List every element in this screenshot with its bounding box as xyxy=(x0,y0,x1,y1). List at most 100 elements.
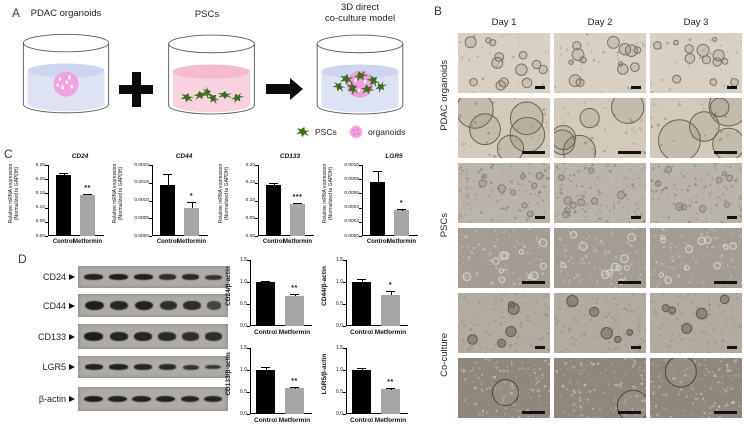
blot-strip-cd24 xyxy=(78,266,228,288)
micrograph-pdac-organoids-day3 xyxy=(650,98,742,158)
error-bar xyxy=(397,209,406,211)
micrograph-pscs-day3 xyxy=(650,163,742,223)
y-tick-label: 1.0 xyxy=(336,278,343,285)
y-tick-mark xyxy=(359,207,362,209)
chart-protein-cd24: CD24/β-actin 0.0 0.5 1.0 1.5 Control ** Metform… xyxy=(222,252,324,340)
blot-band xyxy=(84,364,103,370)
micrograph-co-culture-day3 xyxy=(650,358,742,418)
blot-band xyxy=(109,332,128,341)
scale-bar xyxy=(618,281,641,284)
blot-strip-bactin xyxy=(78,387,228,411)
y-tick-mark xyxy=(149,165,152,166)
y-tick-mark xyxy=(359,179,362,181)
blot-band xyxy=(207,301,222,310)
y-tick-mark xyxy=(247,282,250,283)
bar-control xyxy=(266,184,281,236)
blot-label-cd133: CD133 xyxy=(37,331,66,342)
y-tick-mark xyxy=(247,392,250,393)
legend-pscs-label: PSCs xyxy=(315,127,337,137)
y-tick-label: 0.0010 xyxy=(134,198,149,203)
y-tick-label: 0.15 xyxy=(245,180,255,186)
panel-a-label: A xyxy=(12,6,21,20)
blot-band xyxy=(156,395,175,403)
blot-band xyxy=(134,364,153,370)
scale-bar xyxy=(522,281,545,284)
blot-strip-cd133 xyxy=(78,324,228,349)
blot-band xyxy=(84,274,103,280)
chart-title: CD133 xyxy=(279,153,301,160)
y-tick-label: 0.0008 xyxy=(344,176,359,182)
y-tick-label: 0.20 xyxy=(35,176,45,182)
row-label-coculture: Co-culture xyxy=(438,333,450,377)
plot-area xyxy=(250,260,312,326)
y-tick-label: 0.0 xyxy=(336,410,343,417)
y-tick-label: 0.0 xyxy=(240,410,247,417)
y-tick-mark xyxy=(343,370,346,371)
bar-control xyxy=(256,282,275,326)
y-tick-mark xyxy=(359,236,362,237)
y-tick-mark xyxy=(343,282,346,283)
blot-band xyxy=(204,395,223,403)
scale-bar xyxy=(631,346,641,349)
plus-icon xyxy=(119,72,154,107)
bar-control xyxy=(352,370,371,414)
y-tick-label: 0.0 xyxy=(240,322,247,329)
bar-metformin xyxy=(285,296,304,326)
bar-metformin xyxy=(80,194,95,236)
scale-bar xyxy=(727,216,737,219)
panel-d-label: D xyxy=(18,252,27,266)
y-tick-label: 0.0015 xyxy=(134,180,149,186)
blot-strip-cd44 xyxy=(78,294,228,317)
plot-area xyxy=(250,348,312,414)
x-tick-label-metformin: Metformin xyxy=(387,239,416,245)
x-tick-label-control: Control xyxy=(156,239,179,245)
blot-band xyxy=(84,300,104,311)
bar-metformin xyxy=(381,294,400,326)
column-header-day2: Day 2 xyxy=(587,17,613,28)
y-tick-label: 0.10 xyxy=(245,198,255,203)
y-tick-label: 0.05 xyxy=(245,215,255,221)
micrograph-pdac-organoids-day2 xyxy=(554,33,646,93)
micrograph-pscs-day1 xyxy=(458,228,550,288)
y-tick-mark xyxy=(255,182,258,184)
y-tick-mark xyxy=(149,236,152,237)
bar-control xyxy=(56,174,71,236)
error-bar xyxy=(261,366,270,370)
blot-row-cd24: CD24 xyxy=(20,266,228,288)
y-tick-label: 0.00 xyxy=(35,233,45,239)
x-tick-label-control: Control xyxy=(349,329,374,336)
significance-marker: *** xyxy=(292,193,303,201)
legend-organoids-label: organoids xyxy=(368,127,406,137)
bar-metformin xyxy=(184,207,199,236)
dish-pscs-title: PSCs xyxy=(194,9,220,20)
blot-band xyxy=(158,332,176,341)
plot-area xyxy=(152,165,208,236)
y-tick-mark xyxy=(45,165,48,166)
micrograph-pdac-organoids-day1 xyxy=(458,98,550,158)
micrograph-co-culture-day3 xyxy=(650,293,742,353)
y-tick-label: 0.0020 xyxy=(134,162,149,168)
x-tick-label-metformin: Metformin xyxy=(278,417,311,424)
scale-bar xyxy=(631,86,641,89)
y-tick-label: 0.5 xyxy=(240,388,247,395)
y-tick-mark xyxy=(255,200,258,202)
y-tick-mark xyxy=(255,165,258,166)
arrow-right-icon xyxy=(69,333,75,340)
blot-label-cd44: CD44 xyxy=(42,300,66,311)
bar-control xyxy=(256,370,275,414)
legend-pscs: PSCs xyxy=(295,125,337,139)
y-tick-mark xyxy=(255,218,258,220)
scale-bar xyxy=(631,216,641,219)
bar-metformin xyxy=(285,388,304,414)
row-label-pdac-organoids: PDAC organoids xyxy=(438,60,450,131)
blot-band xyxy=(181,274,200,280)
chart-mrna-lgr5: LGR5 Relative mRNA expression (Normalized … xyxy=(320,152,426,252)
chart-mrna-cd44: CD44 Relative mRNA expression (Normalized … xyxy=(110,152,216,252)
error-bar xyxy=(386,290,395,295)
y-tick-mark xyxy=(359,165,362,166)
scale-bar xyxy=(535,346,545,349)
y-tick-label: 0.0 xyxy=(336,322,343,329)
scale-bar xyxy=(714,411,737,414)
x-tick-label-control: Control xyxy=(253,417,278,424)
bar-metformin xyxy=(381,388,400,414)
